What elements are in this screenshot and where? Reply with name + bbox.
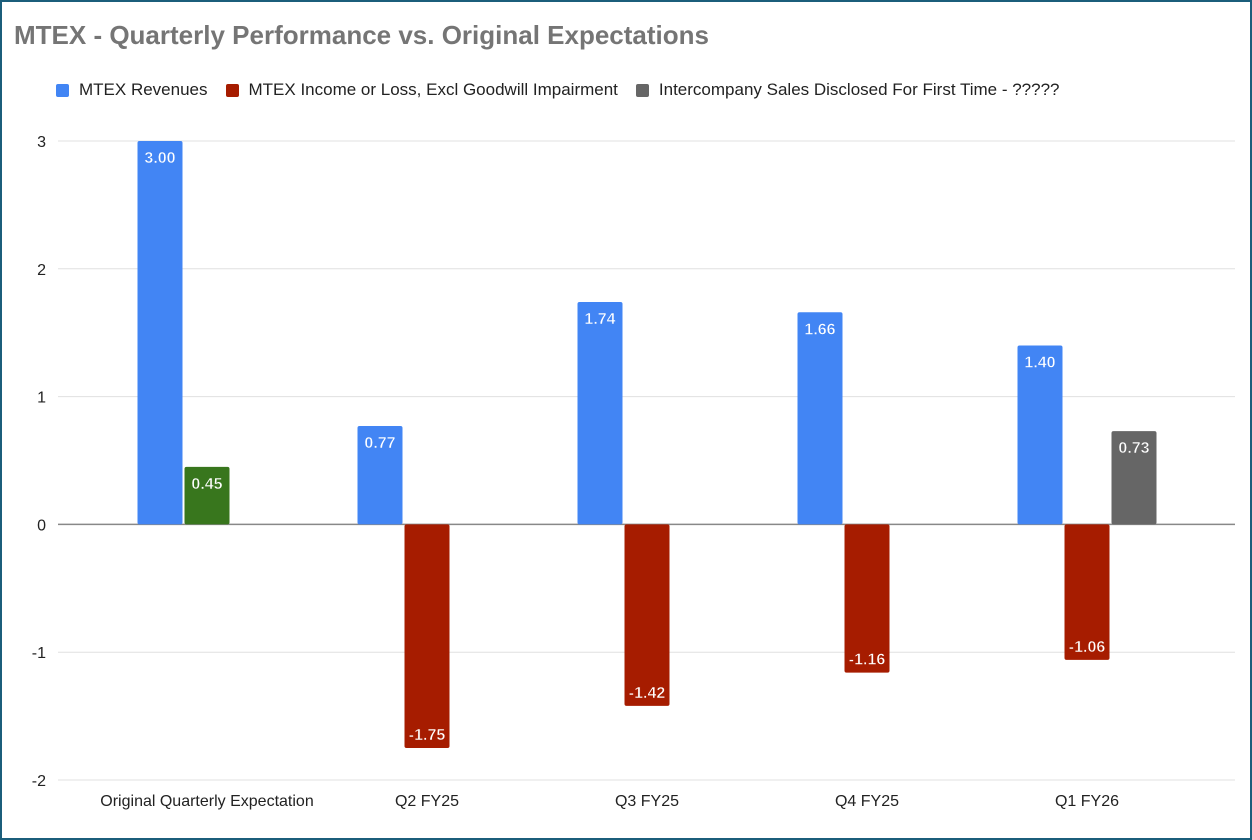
data-label: -1.06 (1069, 639, 1106, 656)
data-label: 0.77 (364, 435, 395, 452)
chart-title: MTEX - Quarterly Performance vs. Origina… (14, 20, 709, 50)
y-tick-label: -1 (32, 645, 46, 662)
legend-label: Intercompany Sales Disclosed For First T… (658, 80, 1060, 99)
y-tick-label: 1 (37, 390, 46, 407)
y-tick-label: 2 (37, 262, 46, 279)
bar (1064, 524, 1110, 660)
data-label: 1.74 (584, 311, 615, 328)
data-label: -1.75 (409, 727, 446, 744)
bar (797, 312, 843, 525)
bar (1017, 345, 1063, 525)
legend-swatch (225, 83, 239, 97)
data-label: 1.40 (1024, 354, 1055, 371)
data-label: -1.16 (849, 652, 886, 669)
legend-item: MTEX Revenues (56, 80, 208, 100)
data-label: 3.00 (144, 150, 175, 167)
data-label: 0.45 (191, 476, 222, 493)
bar (844, 524, 890, 673)
y-tick-label: -2 (32, 773, 46, 790)
data-label: -1.42 (629, 685, 666, 702)
bar (184, 466, 230, 525)
x-tick-label: Q3 FY25 (615, 793, 679, 810)
legend-swatch (635, 83, 649, 97)
bar (404, 524, 450, 749)
x-tick-label: Original Quarterly Expectation (100, 793, 313, 810)
legend-label: MTEX Revenues (79, 80, 208, 99)
bar (357, 425, 403, 525)
legend-label: MTEX Income or Loss, Excl Goodwill Impai… (248, 80, 618, 99)
y-tick-label: 0 (37, 517, 46, 534)
x-tick-label: Q1 FY26 (1055, 793, 1119, 810)
x-tick-label: Q4 FY25 (835, 793, 899, 810)
legend-swatch (56, 83, 69, 97)
bar (577, 302, 623, 525)
data-label: 0.73 (1118, 440, 1149, 457)
legend: MTEX Revenues MTEX Income or Loss, Excl G… (56, 80, 1060, 100)
bar (137, 141, 183, 525)
legend-item: MTEX Income or Loss, Excl Goodwill Impai… (225, 80, 618, 100)
x-tick-label: Q2 FY25 (395, 793, 459, 810)
bar (1111, 431, 1157, 525)
data-label: 1.66 (804, 321, 835, 338)
bar (624, 524, 670, 706)
legend-item: Intercompany Sales Disclosed For First T… (635, 80, 1060, 100)
y-tick-label: 3 (37, 134, 46, 151)
